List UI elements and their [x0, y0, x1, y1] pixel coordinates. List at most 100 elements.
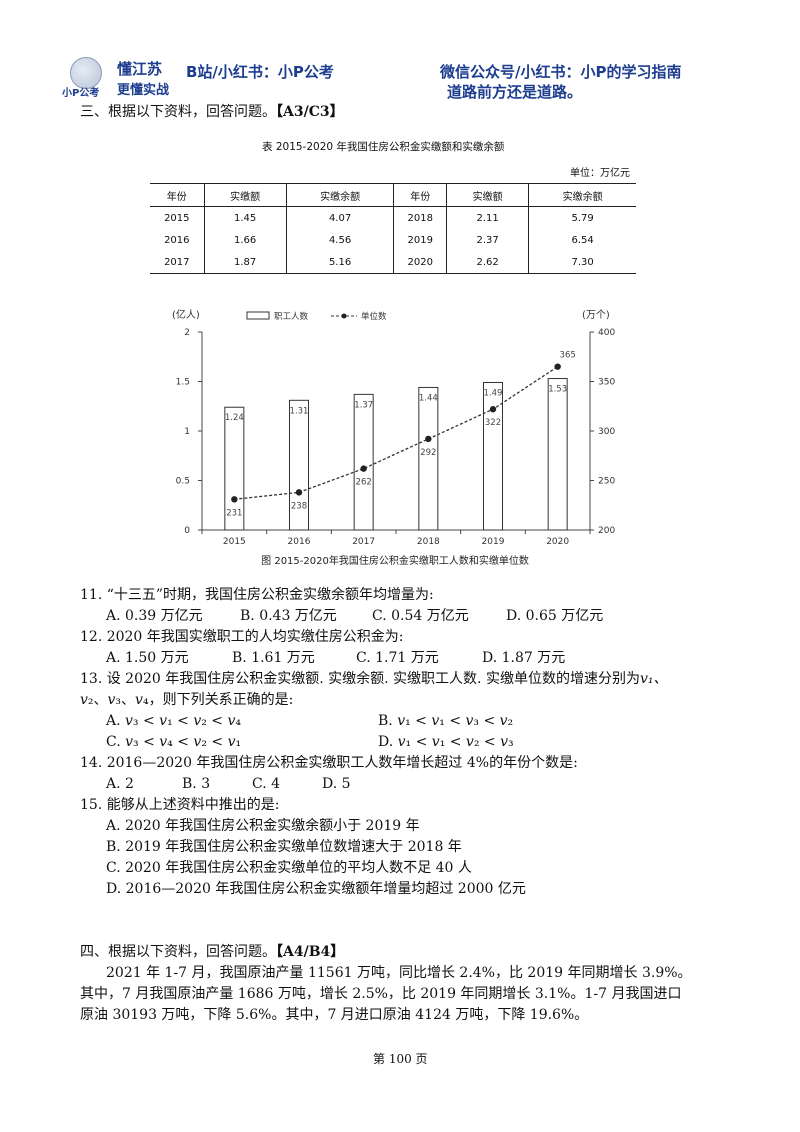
- line-point-2015: [231, 496, 238, 503]
- line-point-2018: [425, 435, 432, 443]
- y-tick-label: 1: [184, 427, 190, 437]
- section4-heading-text: 四、根据以下资料，回答问题。: [80, 944, 276, 960]
- line-point-2017: [360, 465, 367, 472]
- table-header-cell: 实缴余额: [528, 183, 636, 207]
- table-cell: 1.66: [203, 229, 287, 251]
- table-cell: 4.56: [285, 229, 394, 251]
- table-header-cell: 实缴额: [203, 183, 287, 207]
- table-cell: 1.87: [203, 251, 287, 274]
- q13-stem-text: 13. 设 2020 年我国住房公积金实缴额. 实缴余额. 实缴职工人数. 实缴…: [80, 671, 640, 687]
- q15-option-a[interactable]: A. 2020 年我国住房公积金实缴余额小于 2019 年: [106, 818, 420, 834]
- q11-option-a[interactable]: A. 0.39 万亿元: [106, 608, 203, 624]
- q12-option-c[interactable]: C. 1.71 万元: [356, 650, 439, 666]
- q14-stem: 14. 2016—2020 年我国住房公积金实缴职工人数年增长超过 4%的年份个…: [80, 755, 578, 771]
- table-cell: 2019: [393, 229, 447, 251]
- q15-option-b[interactable]: B. 2019 年我国住房公积金实缴单位数增速大于 2018 年: [106, 839, 462, 855]
- slogan: 道路前方还是道路。: [447, 83, 583, 101]
- q15-option-d[interactable]: D. 2016—2020 年我国住房公积金实缴额年增量均超过 2000 亿元: [106, 881, 526, 897]
- y-tick-label: 2: [184, 328, 190, 338]
- line-value-label: 322: [485, 418, 501, 428]
- y2-tick-label: 200: [598, 526, 615, 536]
- bar-2017: [353, 393, 374, 531]
- q11-option-c[interactable]: C. 0.54 万亿元: [372, 608, 469, 624]
- x-tick-label: 2017: [352, 537, 375, 547]
- q15-stem: 15. 能够从上述资料中推出的是:: [80, 797, 280, 813]
- table-header-row: 年份 实缴额 实缴余额 年份 实缴额 实缴余额: [150, 183, 636, 207]
- x-tick-label: 2015: [223, 537, 246, 547]
- q14-option-a[interactable]: A. 2: [106, 776, 134, 792]
- bar-value-label: 1.31: [290, 406, 309, 416]
- q12-option-d[interactable]: D. 1.87 万元: [482, 650, 566, 666]
- y2-tick-label: 400: [598, 328, 615, 338]
- line-point-2020: [554, 363, 561, 370]
- q13-option-d[interactable]: D. 𝑣₁ < 𝑣₁ < 𝑣₂ < 𝑣₃: [378, 734, 514, 750]
- q14-option-c[interactable]: C. 4: [252, 776, 281, 792]
- legend-bar-swatch: [246, 311, 270, 320]
- q15-option-c[interactable]: C. 2020 年我国住房公积金实缴单位的平均人数不足 40 人: [106, 860, 472, 876]
- table-header-cell: 实缴余额: [285, 183, 394, 207]
- section4-tag: 【A4/B4】: [276, 944, 345, 960]
- line-value-label: 238: [291, 501, 307, 511]
- legend-line-label: 单位数: [361, 311, 387, 322]
- table-cell: 2016: [164, 234, 190, 246]
- q12-option-b[interactable]: B. 1.61 万元: [232, 650, 315, 666]
- y-axis-label: (亿人): [172, 308, 200, 321]
- table-cell: 2015: [164, 212, 190, 224]
- logo-text: 小P公考: [62, 88, 100, 99]
- table-cell: 1.45: [203, 206, 287, 229]
- line-point-2019: [489, 406, 497, 413]
- line-value-label: 262: [356, 478, 372, 488]
- x-tick-label: 2018: [417, 537, 440, 547]
- brand-bottom: 更懂实战: [117, 83, 170, 98]
- table-cell: 2.62: [446, 251, 529, 274]
- q13-option-c[interactable]: C. 𝑣₃ < 𝑣₄ < 𝑣₂ < 𝑣₁: [106, 734, 242, 750]
- x-tick-label: 2019: [482, 537, 505, 547]
- table-row: 2016 1.66 4.56 2019 2.37 6.54: [150, 229, 636, 251]
- combo-chart: 0 0.5 1 1.5 2 200 250 300 350 400 (亿人) (万个) 2015 2016…: [172, 308, 615, 567]
- line-value-label: 365: [560, 351, 576, 361]
- bar-value-label: 1.53: [548, 385, 567, 395]
- q13-stem-line2: 𝑣₂、𝑣₃、𝑣₄，则下列关系正确的是:: [80, 692, 294, 708]
- table-row: 2017 1.87 5.16 2020 2.62 7.30: [150, 251, 636, 274]
- section4-paragraph-line: 其中，7 月我国原油产量 1686 万吨，增长 2.5%，比 2019 年同期增…: [80, 986, 682, 1002]
- bar-value-label: 1.24: [225, 413, 244, 423]
- section3-tag: 【A3/C3】: [276, 104, 344, 120]
- q13-option-a[interactable]: A. 𝑣₃ < 𝑣₁ < 𝑣₂ < 𝑣₄: [106, 713, 241, 729]
- q14-option-d[interactable]: D. 5: [322, 776, 351, 792]
- wechat-handle: 微信公众号/小红书：小P的学习指南: [440, 63, 682, 81]
- y-tick-label: 1.5: [176, 378, 190, 388]
- bar-2016: [289, 399, 309, 531]
- bar-2020: [547, 378, 568, 531]
- q13-stem-line1: 13. 设 2020 年我国住房公积金实缴额. 实缴余额. 实缴职工人数. 实缴…: [80, 669, 667, 689]
- section4-heading: 四、根据以下资料，回答问题。【A4/B4】: [80, 942, 344, 962]
- q12-option-a[interactable]: A. 1.50 万元: [106, 650, 189, 666]
- table-cell: 4.07: [285, 206, 394, 229]
- q14-option-b[interactable]: B. 3: [182, 776, 211, 792]
- brand-top: 懂江苏: [117, 60, 163, 78]
- table-cell: 2017: [164, 256, 190, 268]
- q11-stem: 11. “十三五”时期，我国住房公积金实缴余额年均增量为:: [80, 587, 434, 603]
- page-number: 第 100 页: [373, 1052, 428, 1066]
- table-cell: 5.79: [528, 206, 636, 229]
- x-tick-label: 2016: [288, 537, 311, 547]
- section4-paragraph-line: 2021 年 1-7 月，我国原油产量 11561 万吨，同比增长 2.4%，比…: [106, 965, 692, 981]
- y2-tick-label: 300: [598, 427, 615, 437]
- y-tick-label: 0.5: [176, 477, 190, 487]
- bar-2018: [418, 386, 439, 531]
- line-units: [234, 366, 559, 500]
- table-title: 表 2015-2020 年我国住房公积金实缴额和实缴余额: [262, 141, 505, 153]
- q12-stem: 12. 2020 年我国实缴职工的人均实缴住房公积金为:: [80, 629, 404, 645]
- y2-axis-label: (万个): [582, 309, 610, 321]
- table-cell: 2.37: [446, 229, 529, 251]
- logo-emblem: [70, 57, 102, 89]
- y-tick-label: 0: [184, 526, 190, 536]
- line-point-2016: [295, 489, 303, 496]
- q11-option-d[interactable]: D. 0.65 万亿元: [506, 608, 604, 624]
- bar-value-label: 1.49: [484, 388, 503, 398]
- bar-2015: [224, 406, 245, 531]
- q11-option-b[interactable]: B. 0.43 万亿元: [240, 608, 337, 624]
- line-value-label: 292: [420, 448, 436, 458]
- table-cell: 6.54: [528, 229, 636, 251]
- q13-option-b[interactable]: B. 𝑣₁ < 𝑣₁ < 𝑣₃ < 𝑣₂: [378, 713, 514, 729]
- bilibili-handle: B站/小红书：小P公考: [186, 63, 334, 81]
